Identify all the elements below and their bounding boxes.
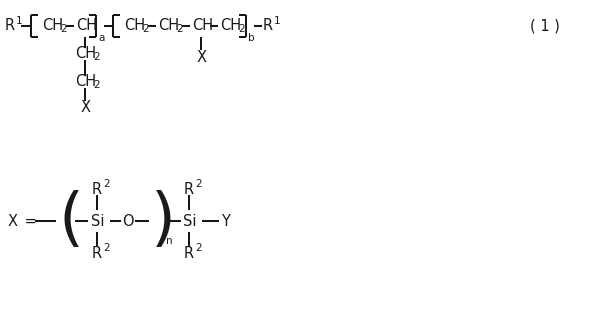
Text: CH: CH bbox=[75, 75, 96, 90]
Text: 1: 1 bbox=[16, 16, 23, 26]
Text: CH: CH bbox=[76, 19, 97, 34]
Text: Y: Y bbox=[221, 214, 230, 229]
Text: 2: 2 bbox=[195, 243, 202, 253]
Text: R: R bbox=[92, 182, 102, 197]
Text: Si: Si bbox=[183, 214, 197, 229]
Text: X: X bbox=[8, 214, 18, 229]
Text: 2: 2 bbox=[93, 52, 100, 62]
Text: 2: 2 bbox=[142, 24, 148, 34]
Text: CH: CH bbox=[220, 19, 241, 34]
Text: R: R bbox=[5, 19, 15, 34]
Text: R: R bbox=[184, 245, 194, 260]
Text: ): ) bbox=[151, 190, 176, 252]
Text: Si: Si bbox=[91, 214, 104, 229]
Text: R: R bbox=[184, 182, 194, 197]
Text: (: ( bbox=[58, 190, 83, 252]
Text: CH: CH bbox=[42, 19, 63, 34]
Text: CH: CH bbox=[192, 19, 213, 34]
Text: 1: 1 bbox=[274, 16, 281, 26]
Text: b: b bbox=[248, 33, 254, 43]
Text: CH: CH bbox=[124, 19, 145, 34]
Text: R: R bbox=[263, 19, 273, 34]
Text: 2: 2 bbox=[238, 24, 245, 34]
Text: 2: 2 bbox=[176, 24, 183, 34]
Text: 2: 2 bbox=[103, 179, 110, 189]
Text: R: R bbox=[92, 245, 102, 260]
Text: O: O bbox=[122, 214, 134, 229]
Text: 2: 2 bbox=[103, 243, 110, 253]
Text: 2: 2 bbox=[93, 80, 100, 90]
Text: 2: 2 bbox=[195, 179, 202, 189]
Text: ( 1 ): ( 1 ) bbox=[530, 19, 560, 34]
Text: CH: CH bbox=[75, 47, 96, 62]
Text: a: a bbox=[98, 33, 104, 43]
Text: X: X bbox=[81, 100, 91, 115]
Text: 2: 2 bbox=[60, 24, 67, 34]
Text: =: = bbox=[20, 214, 37, 229]
Text: n: n bbox=[166, 236, 173, 246]
Text: X: X bbox=[197, 50, 207, 65]
Text: CH: CH bbox=[158, 19, 179, 34]
